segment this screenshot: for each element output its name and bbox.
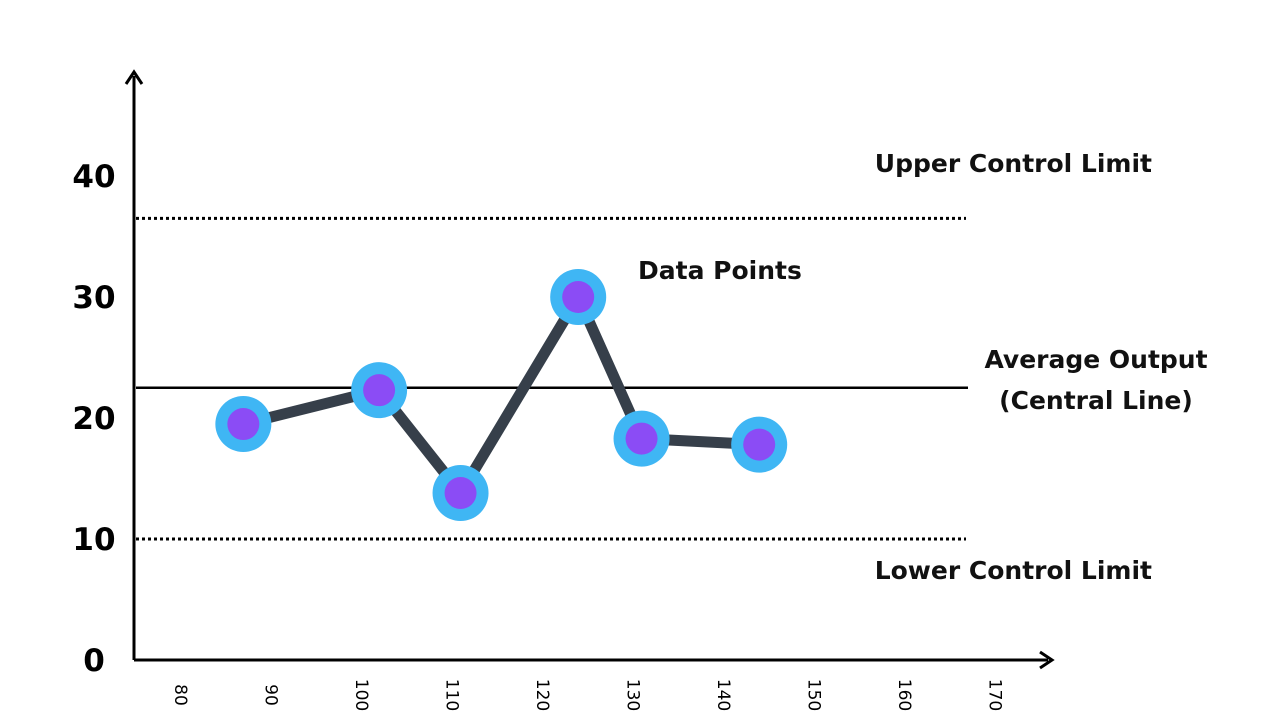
data-point-core xyxy=(562,281,595,313)
x-tick-label: 110 xyxy=(442,679,462,711)
data-point-core xyxy=(363,374,396,407)
y-tick-label: 0 xyxy=(83,643,105,679)
data-point-core xyxy=(625,422,658,455)
x-tick-label: 80 xyxy=(170,684,190,706)
series-line xyxy=(237,291,765,499)
central-line-label: (Central Line) xyxy=(999,386,1193,415)
data-point xyxy=(351,362,408,419)
y-tick-label: 20 xyxy=(72,401,115,437)
x-tick-label: 100 xyxy=(351,679,371,711)
x-tick-label: 150 xyxy=(804,679,824,711)
upper-control-limit-label: Upper Control Limit xyxy=(875,149,1152,178)
lower-control-limit-label: Lower Control Limit xyxy=(875,556,1152,585)
data-points-label: Data Points xyxy=(638,256,802,285)
data-point-core xyxy=(444,477,477,510)
x-axis-arrow-icon xyxy=(1039,650,1055,670)
y-tick-label: 40 xyxy=(72,159,115,195)
data-point xyxy=(613,410,670,467)
x-tick-label: 140 xyxy=(713,679,733,711)
x-tick-label: 90 xyxy=(261,684,281,706)
x-tick-label: 160 xyxy=(894,679,914,711)
x-tick-label: 170 xyxy=(985,679,1005,711)
data-point-core xyxy=(227,408,260,441)
y-tick-label: 10 xyxy=(72,522,115,558)
average-output-label: Average Output xyxy=(984,345,1207,374)
y-axis-arrow-icon xyxy=(124,69,144,85)
data-point xyxy=(432,465,489,522)
data-point xyxy=(731,416,788,473)
x-tick-label: 120 xyxy=(532,679,552,711)
y-tick-label: 30 xyxy=(72,280,115,316)
data-point-core xyxy=(743,428,776,461)
x-tick-label: 130 xyxy=(623,679,643,711)
data-point xyxy=(215,396,272,453)
data-point xyxy=(550,269,607,325)
